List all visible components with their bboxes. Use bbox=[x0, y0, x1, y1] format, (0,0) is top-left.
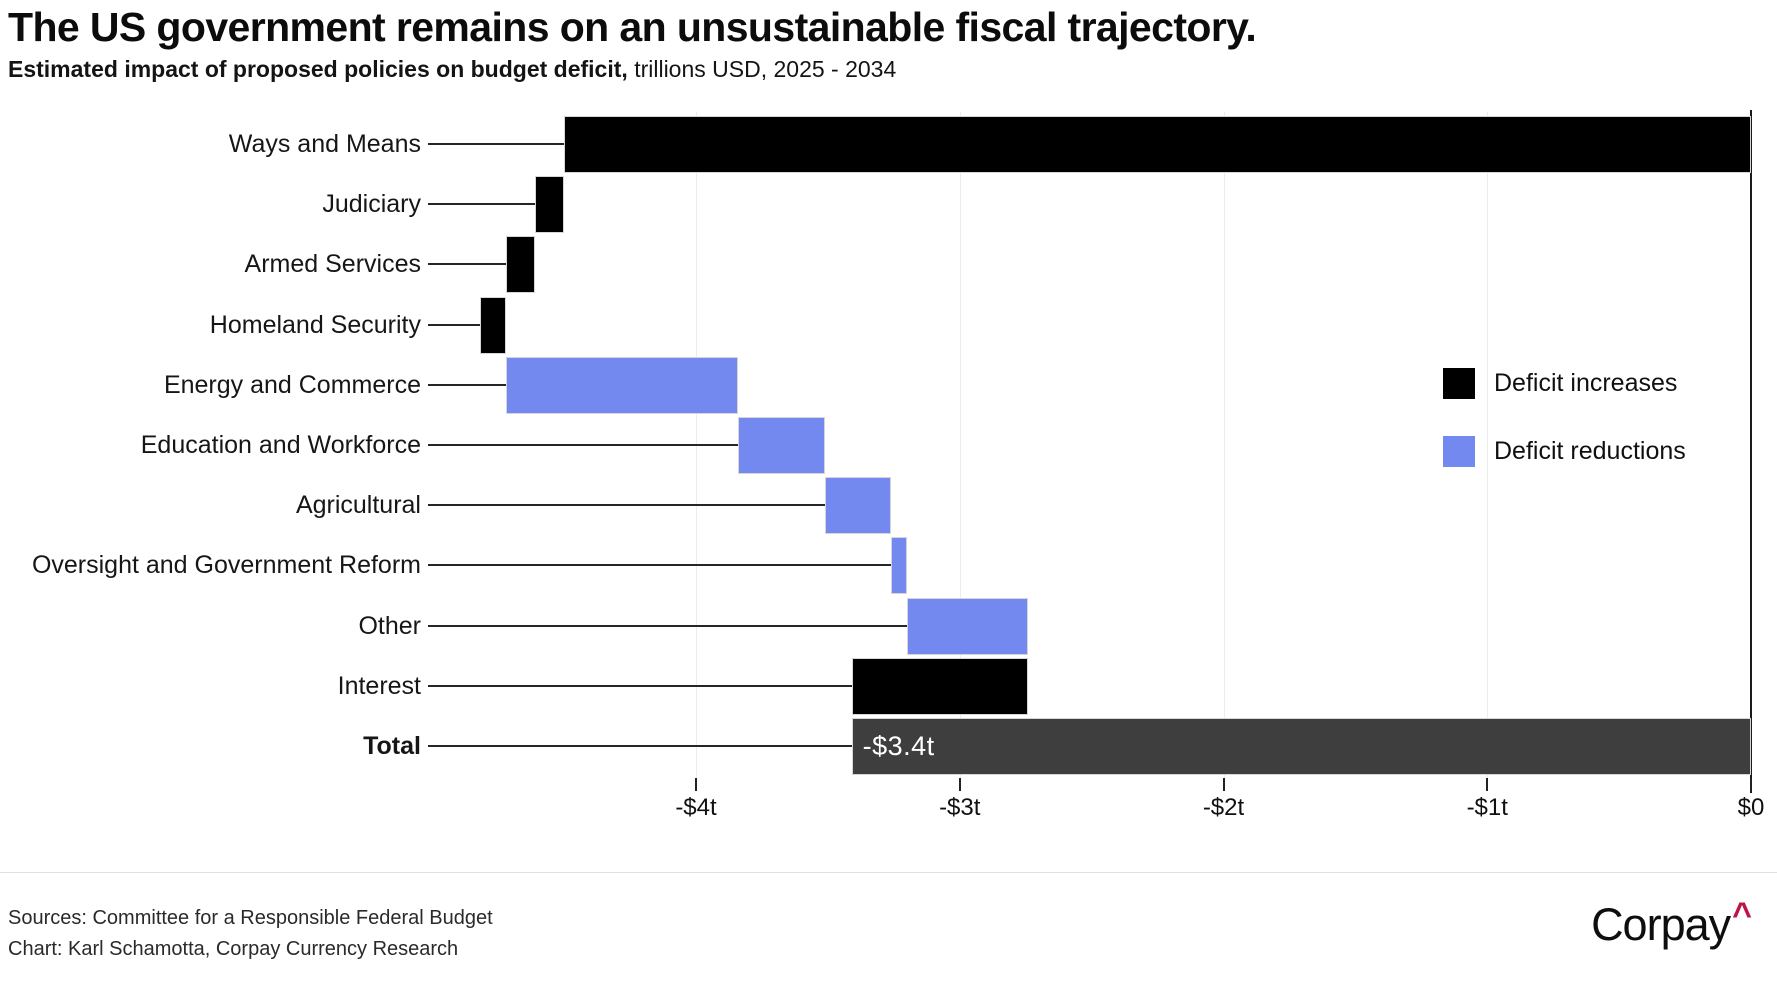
corpay-caret-icon: ^ bbox=[1732, 896, 1752, 934]
bar-ways-and-means bbox=[564, 116, 1751, 173]
total-value-label: -$3.4t bbox=[862, 731, 935, 761]
chart-title: The US government remains on an unsustai… bbox=[8, 4, 1257, 50]
legend-item-deficit-reductions: Deficit reductions bbox=[1443, 436, 1686, 467]
category-label-total: Total bbox=[363, 732, 421, 760]
bar-armed-services bbox=[506, 236, 536, 294]
axis-tick-label-4t: -$4t bbox=[675, 794, 717, 821]
leader-line-homeland-security bbox=[428, 323, 480, 326]
bar-total: -$3.4t bbox=[851, 718, 1751, 775]
leader-line-energy-and-commerce bbox=[428, 383, 507, 386]
chart-credit-line: Chart: Karl Schamotta, Corpay Currency R… bbox=[8, 938, 459, 960]
axis-tick-label-1t: -$1t bbox=[1466, 794, 1508, 821]
category-label-judiciary: Judiciary bbox=[322, 190, 421, 219]
leader-line-armed-services bbox=[428, 263, 507, 266]
legend-label-reduction: Deficit reductions bbox=[1494, 437, 1686, 465]
category-label-other: Other bbox=[358, 611, 421, 640]
category-label-oversight-and-government-reform: Oversight and Government Reform bbox=[31, 551, 421, 580]
corpay-logo: Corpay^ bbox=[1591, 896, 1752, 951]
leader-line-judiciary bbox=[428, 203, 536, 206]
gridline-4t bbox=[696, 112, 697, 791]
leader-line-total bbox=[428, 745, 852, 747]
bar-other bbox=[907, 597, 1029, 655]
bar-education-and-workforce bbox=[738, 417, 826, 474]
leader-line-ways-and-means bbox=[428, 143, 565, 145]
bar-energy-and-commerce bbox=[506, 356, 739, 414]
zero-axis-line bbox=[1750, 110, 1752, 793]
legend-item-deficit-increases: Deficit increases bbox=[1443, 368, 1677, 399]
axis-tick-label-2t: -$2t bbox=[1202, 794, 1245, 821]
chart-subtitle-units: trillions USD, 2025 - 2034 bbox=[634, 56, 897, 82]
source-line: Sources: Committee for a Responsible Fed… bbox=[8, 907, 493, 929]
category-label-education-and-workforce: Education and Workforce bbox=[140, 431, 421, 459]
bar-interest bbox=[851, 657, 1029, 715]
legend-label-increase: Deficit increases bbox=[1494, 369, 1678, 397]
chart-subtitle-bold: Estimated impact of proposed policies on… bbox=[8, 56, 628, 82]
legend-swatch-reduction bbox=[1443, 436, 1475, 467]
leader-line-agricultural bbox=[428, 504, 826, 507]
footer-divider bbox=[0, 872, 1777, 873]
corpay-logo-text: Corpay bbox=[1591, 899, 1731, 950]
leader-line-education-and-workforce bbox=[428, 444, 739, 446]
bar-judiciary bbox=[535, 176, 565, 234]
axis-tick-label-0: $0 bbox=[1737, 794, 1765, 821]
chart-subtitle: Estimated impact of proposed policies on… bbox=[8, 56, 896, 83]
bar-homeland-security bbox=[479, 296, 507, 354]
gridline-1t bbox=[1487, 112, 1489, 791]
leader-line-oversight-and-government-reform bbox=[428, 564, 892, 567]
leader-line-other bbox=[428, 624, 907, 627]
axis-tick-0 bbox=[1750, 778, 1752, 791]
source-credits: Sources: Committee for a Responsible Fed… bbox=[8, 903, 493, 965]
category-label-armed-services: Armed Services bbox=[244, 250, 421, 279]
category-label-interest: Interest bbox=[337, 671, 421, 700]
axis-tick-label-3t: -$3t bbox=[939, 794, 981, 821]
gridline-3t bbox=[959, 112, 961, 791]
bar-oversight-and-government-reform bbox=[891, 537, 907, 595]
category-label-agricultural: Agricultural bbox=[295, 491, 421, 520]
category-label-energy-and-commerce: Energy and Commerce bbox=[163, 370, 421, 399]
axis-tick-4t bbox=[695, 778, 697, 791]
axis-tick-2t bbox=[1222, 778, 1225, 791]
gridline-2t bbox=[1223, 112, 1225, 791]
legend-swatch-increase bbox=[1443, 368, 1475, 399]
bar-agricultural bbox=[825, 477, 892, 535]
category-label-ways-and-means: Ways and Means bbox=[228, 130, 421, 158]
category-label-homeland-security: Homeland Security bbox=[209, 310, 421, 339]
leader-line-interest bbox=[428, 684, 852, 687]
axis-tick-1t bbox=[1486, 778, 1489, 791]
axis-tick-3t bbox=[958, 778, 961, 791]
